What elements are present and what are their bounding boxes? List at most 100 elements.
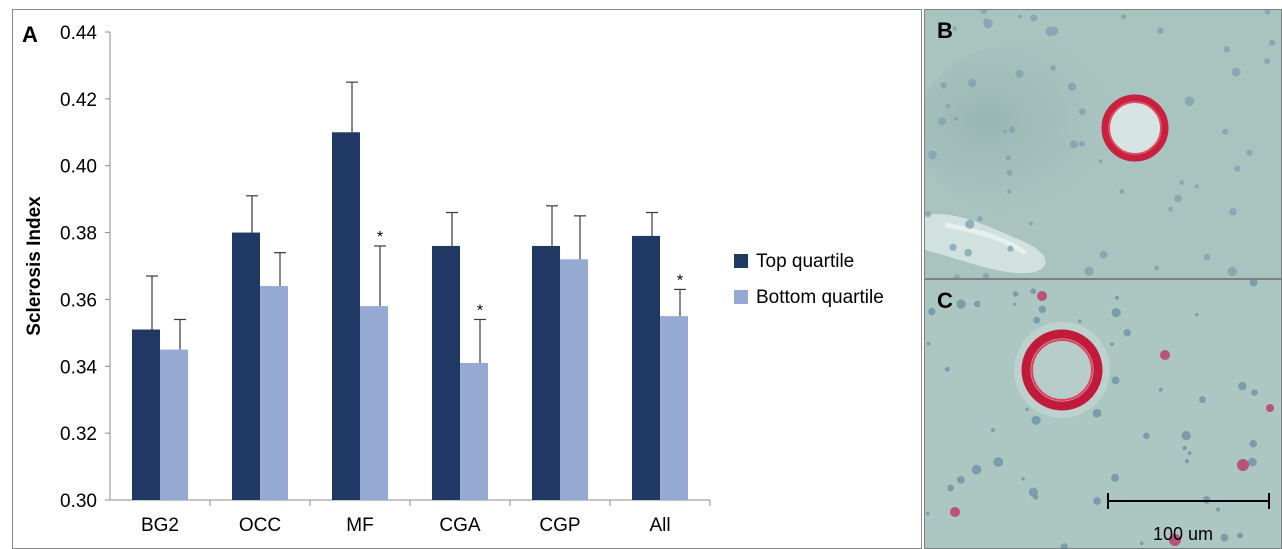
x-tick-label: All [649,515,670,536]
cell-nucleus [1184,459,1190,464]
cell-nucleus [1028,487,1038,497]
cell-nucleus [1231,67,1241,77]
panel-c-label: C [937,288,953,313]
cell-nucleus [928,150,937,160]
cell-nucleus [1111,473,1120,482]
y-tick-label: 0.34 [60,357,97,378]
cell-nucleus [1033,494,1039,500]
cell-nucleus [1168,206,1173,212]
legend-swatch-0 [734,254,748,268]
legend-swatch-1 [734,290,748,304]
cell-nucleus [965,219,975,229]
x-tick-label: OCC [239,515,281,536]
micrograph-b-image [925,10,1281,278]
cell-nucleus [1199,396,1206,404]
cell-nucleus [945,103,951,109]
cell-nucleus [1012,291,1019,297]
cell-nucleus [926,341,931,346]
bar-bottom-quartile-cga [460,362,488,500]
micrograph-panel-c: C 100 um [924,279,1282,549]
y-tick-label: 0.30 [60,491,97,512]
cell-nucleus [1069,140,1078,149]
cell-nucleus [1181,431,1191,441]
cell-nucleus [1007,245,1014,252]
cell-nucleus [938,117,946,126]
cell-nucleus [1114,295,1119,300]
cell-nucleus [1120,13,1127,20]
bar-top-quartile-bg2 [132,329,160,500]
cell-nucleus [1119,188,1125,194]
cell-nucleus [947,484,954,492]
cell-nucleus [1238,381,1247,391]
cell-nucleus [1060,543,1068,548]
significance-marker: * [477,302,483,319]
cell-nucleus [1017,14,1022,19]
x-tick-label: CGA [439,515,481,536]
cell-nucleus [1234,165,1241,172]
cell-nucleus [1249,280,1258,287]
cell-nucleus [940,82,947,89]
cell-nucleus [964,248,972,257]
cell-nucleus [1013,302,1017,306]
cell-nucleus [1078,140,1085,147]
cell-nucleus [1248,457,1257,467]
cell-nucleus [1182,445,1187,451]
cell-nucleus [1111,308,1121,318]
cell-nucleus [1187,451,1192,455]
cell-nucleus [973,471,976,475]
cell-nucleus [1025,407,1029,412]
bar-bottom-quartile-all [660,316,688,500]
cell-nucleus [956,299,966,309]
cell-nucleus [1174,194,1182,203]
cell-nucleus [1099,250,1108,259]
cell-nucleus [953,274,961,278]
cell-nucleus [1249,439,1257,448]
bar-top-quartile-cgp [532,245,560,500]
bar-top-quartile-occ [232,232,260,501]
cell-nucleus [968,78,977,88]
cell-nucleus [928,307,936,316]
bar-chart: A 0.30 0.32 0.34 0.36 0.38 0.40 0.42 0.44 Scleros… [22,22,884,536]
panel-a-label: A [22,22,38,47]
cell-nucleus [1123,329,1131,337]
cell-nucleus [1203,253,1211,261]
cell-nucleus [1078,319,1082,323]
cell-nucleus [1139,541,1144,545]
cell-nucleus [1223,46,1231,53]
cell-nucleus [993,457,1004,467]
bar-bottom-quartile-cgp [560,259,588,500]
cell-nucleus [1111,376,1120,385]
cell-nucleus [925,211,932,218]
legend-label-1: Bottom quartile [756,287,884,308]
cell-nucleus [949,243,957,251]
cell-nucleus [1179,180,1185,186]
cell-nucleus [954,117,958,121]
cell-nucleus [982,273,990,278]
cell-nucleus [1264,58,1271,65]
cell-nucleus [1184,96,1195,106]
cell-nucleus [1067,82,1077,92]
cell-nucleus [1006,169,1013,176]
cell-nucleus [1038,305,1047,313]
y-tick-label: 0.38 [60,224,97,245]
cell-nucleus [980,10,988,14]
cell-nucleus [1154,265,1160,271]
bar-bottom-quartile-mf [360,306,388,500]
bar-top-quartile-mf [332,132,360,501]
x-tick-label: BG2 [141,515,179,536]
cell-nucleus [990,428,996,433]
significance-marker: * [677,272,683,289]
cell-nucleus [1079,108,1086,116]
cell-nucleus [1049,26,1059,36]
y-tick-label: 0.32 [60,424,97,445]
cell-nucleus [1084,266,1094,276]
cell-nucleus [952,26,957,31]
bar-bottom-quartile-occ [260,286,288,500]
cell-nucleus [1030,14,1038,22]
y-tick-label: 0.44 [60,23,97,44]
cell-nucleus [1229,208,1237,216]
cell-nucleus [1237,532,1244,539]
legend-label-0: Top quartile [756,251,854,272]
cell-nucleus [1098,159,1103,164]
